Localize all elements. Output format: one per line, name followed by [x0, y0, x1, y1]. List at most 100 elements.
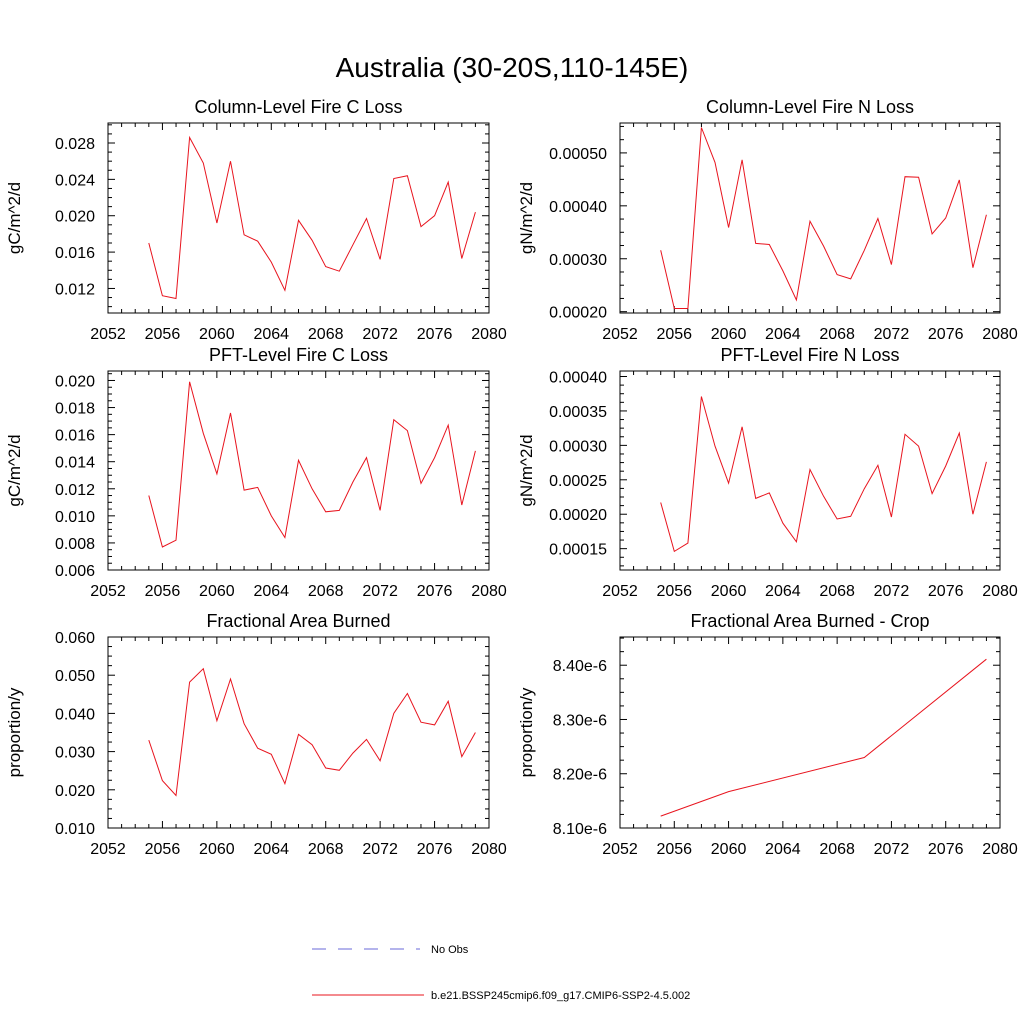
x-tick-label: 2052 [602, 583, 638, 600]
x-tick-label: 2080 [471, 841, 507, 858]
x-tick-label: 2064 [253, 583, 289, 600]
x-tick-label: 2080 [982, 841, 1018, 858]
y-tick-label: 0.012 [55, 482, 95, 499]
x-tick-label: 2068 [819, 583, 855, 600]
x-tick-label: 2056 [656, 326, 692, 343]
legend: No Obs b.e21.BSSP245cmip6.f09_g17.CMIP6-… [312, 944, 690, 1002]
panel-2: Column-Level Fire N Loss gN/m^2/d 2052 2056… [517, 97, 1018, 343]
series-line [148, 381, 476, 548]
x-tick-label: 2076 [928, 841, 964, 858]
x-tick-label: 2080 [471, 583, 507, 600]
plot-frame [619, 122, 1001, 314]
panel-title: Column-Level Fire N Loss [706, 97, 914, 117]
x-tick-label: 2060 [199, 583, 235, 600]
x-tick-label: 2072 [874, 326, 910, 343]
x-tick-label: 2060 [199, 326, 235, 343]
x-tick-label: 2064 [253, 841, 289, 858]
y-tick-label: 0.00020 [549, 507, 607, 524]
x-tick-label: 2076 [928, 583, 964, 600]
y-axis-label: proportion/y [517, 687, 536, 777]
panel-title: Fractional Area Burned - Crop [690, 611, 929, 631]
plot-frame [107, 636, 490, 829]
x-tick-label: 2076 [417, 583, 453, 600]
x-tick-label: 2056 [145, 583, 181, 600]
y-tick-label: 0.00015 [549, 542, 607, 559]
y-tick-label: 0.00050 [549, 146, 607, 163]
y-tick-label: 0.006 [55, 563, 95, 580]
y-tick-label: 0.010 [55, 821, 95, 838]
legend-obs-label: No Obs [431, 944, 469, 956]
y-tick-label: 0.050 [55, 668, 95, 685]
y-tick-label: 0.020 [55, 209, 95, 226]
x-tick-label: 2060 [711, 583, 747, 600]
x-tick-label: 2080 [982, 583, 1018, 600]
x-tick-label: 2080 [471, 326, 507, 343]
y-tick-label: 8.40e-6 [553, 658, 607, 675]
x-tick-label: 2052 [602, 841, 638, 858]
panel-title: PFT-Level Fire N Loss [720, 345, 899, 365]
y-tick-label: 0.020 [55, 373, 95, 390]
y-axis-label: gN/m^2/d [517, 182, 536, 254]
y-tick-label: 0.00030 [549, 438, 607, 455]
panel-title: Fractional Area Burned [206, 611, 390, 631]
x-tick-label: 2064 [765, 841, 801, 858]
y-tick-label: 0.00020 [549, 305, 607, 322]
legend-model-label: b.e21.BSSP245cmip6.f09_g17.CMIP6-SSP2-4.… [431, 990, 690, 1002]
plot-frame [107, 370, 490, 571]
x-tick-label: 2068 [308, 326, 344, 343]
x-tick-label: 2064 [765, 583, 801, 600]
panel-4: PFT-Level Fire N Loss gN/m^2/d 2052 2056 206… [517, 345, 1018, 600]
y-axis-label: gC/m^2/d [5, 434, 24, 506]
x-tick-label: 2064 [253, 326, 289, 343]
x-tick-label: 2064 [765, 326, 801, 343]
y-tick-label: 0.012 [55, 281, 95, 298]
panel-1: Column-Level Fire C Loss gC/m^2/d 2052 2056… [5, 97, 507, 343]
x-tick-label: 2056 [145, 326, 181, 343]
x-tick-label: 2072 [874, 583, 910, 600]
x-tick-label: 2072 [362, 841, 398, 858]
y-axis-label: gN/m^2/d [517, 434, 536, 506]
panel-3: PFT-Level Fire C Loss gC/m^2/d 2052 2056 206… [5, 345, 507, 600]
y-tick-label: 0.00035 [549, 404, 607, 421]
y-tick-label: 0.010 [55, 509, 95, 526]
x-tick-label: 2080 [982, 326, 1018, 343]
y-tick-label: 0.018 [55, 401, 95, 418]
figure-title: Australia (30-20S,110-145E) [336, 52, 689, 83]
series-line [148, 667, 476, 797]
x-tick-label: 2052 [90, 841, 126, 858]
y-tick-label: 0.00030 [549, 252, 607, 269]
panel-title: PFT-Level Fire C Loss [209, 345, 388, 365]
series-line [148, 135, 476, 300]
y-tick-label: 0.024 [55, 172, 95, 189]
x-tick-label: 2052 [90, 326, 126, 343]
series-line [660, 396, 987, 553]
x-tick-label: 2068 [308, 583, 344, 600]
panel-6: Fractional Area Burned - Crop proportion/… [517, 611, 1018, 858]
y-tick-label: 0.060 [55, 630, 95, 647]
y-tick-label: 0.008 [55, 536, 95, 553]
y-tick-label: 8.30e-6 [553, 712, 607, 729]
y-tick-label: 0.016 [55, 428, 95, 445]
y-tick-label: 8.20e-6 [553, 767, 607, 784]
y-tick-label: 0.00040 [549, 370, 607, 387]
x-tick-label: 2068 [308, 841, 344, 858]
x-tick-label: 2056 [145, 841, 181, 858]
y-tick-label: 0.030 [55, 745, 95, 762]
x-tick-label: 2056 [656, 583, 692, 600]
x-tick-label: 2072 [362, 583, 398, 600]
x-tick-label: 2072 [874, 841, 910, 858]
x-tick-label: 2076 [417, 841, 453, 858]
x-tick-label: 2060 [711, 841, 747, 858]
y-axis-label: proportion/y [5, 687, 24, 777]
panel-5: Fractional Area Burned proportion/y 2052 20… [5, 611, 507, 858]
y-tick-label: 0.00040 [549, 199, 607, 216]
x-tick-label: 2060 [199, 841, 235, 858]
series-line [660, 127, 987, 309]
x-tick-label: 2076 [417, 326, 453, 343]
x-tick-label: 2068 [819, 326, 855, 343]
x-tick-label: 2056 [656, 841, 692, 858]
y-tick-label: 0.014 [55, 455, 95, 472]
panel-title: Column-Level Fire C Loss [194, 97, 402, 117]
y-tick-label: 0.028 [55, 136, 95, 153]
